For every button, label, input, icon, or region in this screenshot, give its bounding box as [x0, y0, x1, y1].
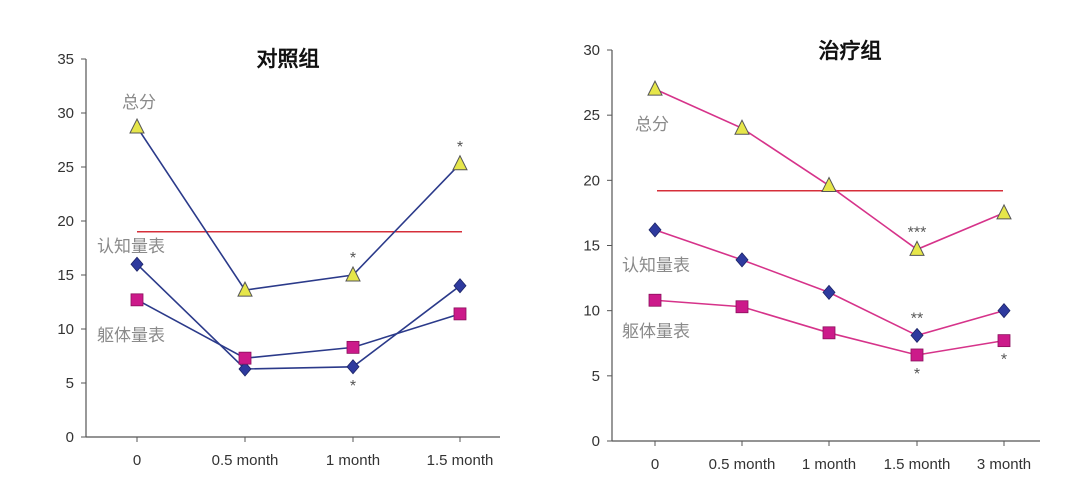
y-tick-label: 0	[66, 429, 74, 446]
series-label: 总分	[635, 115, 669, 134]
data-point-square	[997, 334, 1011, 348]
y-tick-label: 5	[66, 375, 74, 392]
chart-1: 对照组 0 5 10 15 20 25 30 35 0 0.5 month 1 month 1.5 mo…	[57, 47, 500, 469]
series-line	[654, 88, 1005, 251]
y-tick-label: 30	[583, 42, 600, 59]
significance-mark: *	[350, 378, 356, 395]
y-tick-label: 20	[583, 172, 600, 189]
x-tick-label: 3 month	[977, 456, 1031, 473]
series-label: 认知量表	[622, 256, 690, 275]
data-point-triangle	[821, 176, 837, 193]
y-tick-label: 35	[57, 51, 74, 68]
x-tick-label: 0.5 month	[212, 452, 279, 469]
data-point-square	[735, 300, 749, 314]
y-tick-label: 15	[583, 238, 600, 255]
y-tick-label: 0	[592, 433, 600, 450]
y-tick-label: 25	[583, 107, 600, 124]
data-point-diamond	[238, 361, 252, 377]
significance-mark: *	[457, 139, 463, 156]
data-point-triangle	[996, 203, 1012, 220]
y-tick-label: 15	[57, 267, 74, 284]
chart-title: 治疗组	[819, 39, 882, 63]
series-line	[136, 263, 461, 370]
data-point-square	[453, 307, 467, 321]
significance-mark: *	[914, 366, 920, 383]
series-label: 认知量表	[97, 237, 165, 256]
data-point-triangle	[237, 281, 253, 297]
data-point-square	[130, 293, 144, 307]
y-tick-label: 5	[592, 368, 600, 385]
y-tick-label: 25	[57, 159, 74, 176]
y-tick-label: 30	[57, 105, 74, 122]
data-point-diamond	[822, 284, 836, 301]
chart-2: 治疗组 0 5 10 15 20 25 30 0 0.5 month 1 month 1.5 mont…	[583, 39, 1040, 473]
x-tick-label: 0.5 month	[709, 456, 776, 473]
data-point-triangle	[345, 265, 361, 282]
data-point-diamond	[648, 222, 662, 238]
series-line	[136, 299, 461, 359]
series-line	[136, 126, 461, 291]
data-point-diamond	[453, 278, 467, 294]
x-tick-label: 1.5 month	[884, 456, 951, 473]
data-point-diamond	[346, 359, 360, 375]
data-point-square	[822, 326, 836, 340]
chart-title: 对照组	[257, 47, 320, 71]
data-point-square	[910, 348, 924, 362]
data-point-square	[648, 293, 662, 307]
x-tick-label: 0	[133, 452, 141, 469]
x-tick-label: 1.5 month	[427, 452, 494, 469]
significance-mark: ***	[908, 224, 927, 241]
data-point-diamond	[997, 303, 1011, 319]
series-label: 总分	[122, 93, 156, 112]
y-tick-label: 10	[583, 303, 600, 320]
series-line	[654, 229, 1005, 337]
data-point-square	[238, 351, 252, 365]
data-point-triangle	[909, 240, 925, 256]
significance-mark: *	[350, 250, 356, 267]
x-tick-label: 1 month	[326, 452, 380, 469]
significance-mark: *	[1001, 352, 1007, 369]
y-tick-label: 10	[57, 321, 74, 338]
significance-mark: **	[911, 310, 923, 327]
x-tick-label: 1 month	[802, 456, 856, 473]
data-point-diamond	[910, 327, 924, 344]
data-point-diamond	[130, 256, 144, 272]
series-label: 躯体量表	[622, 322, 690, 341]
data-point-triangle	[129, 117, 145, 134]
data-point-triangle	[734, 119, 750, 135]
data-point-diamond	[735, 252, 749, 268]
series-label: 躯体量表	[97, 326, 165, 345]
y-tick-label: 20	[57, 213, 74, 230]
data-point-triangle	[647, 79, 663, 96]
x-tick-label: 0	[651, 456, 659, 473]
data-point-square	[346, 340, 360, 354]
data-point-triangle	[452, 154, 468, 171]
